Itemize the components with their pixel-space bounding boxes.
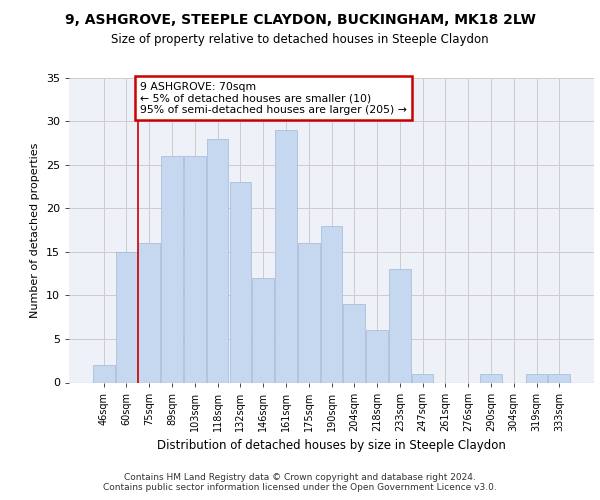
- Bar: [184, 156, 206, 382]
- Text: Contains HM Land Registry data © Crown copyright and database right 2024.
Contai: Contains HM Land Registry data © Crown c…: [103, 473, 497, 492]
- Bar: [116, 252, 137, 382]
- Bar: [548, 374, 570, 382]
- Bar: [230, 182, 251, 382]
- Bar: [343, 304, 365, 382]
- Bar: [526, 374, 547, 382]
- Bar: [93, 365, 115, 382]
- Bar: [253, 278, 274, 382]
- Text: 9, ASHGROVE, STEEPLE CLAYDON, BUCKINGHAM, MK18 2LW: 9, ASHGROVE, STEEPLE CLAYDON, BUCKINGHAM…: [65, 12, 535, 26]
- Bar: [298, 243, 320, 382]
- Text: Size of property relative to detached houses in Steeple Claydon: Size of property relative to detached ho…: [111, 32, 489, 46]
- Bar: [389, 269, 410, 382]
- Bar: [275, 130, 297, 382]
- X-axis label: Distribution of detached houses by size in Steeple Claydon: Distribution of detached houses by size …: [157, 439, 506, 452]
- Bar: [412, 374, 433, 382]
- Bar: [320, 226, 343, 382]
- Bar: [207, 138, 229, 382]
- Bar: [139, 243, 160, 382]
- Text: 9 ASHGROVE: 70sqm
← 5% of detached houses are smaller (10)
95% of semi-detached : 9 ASHGROVE: 70sqm ← 5% of detached house…: [140, 82, 407, 115]
- Y-axis label: Number of detached properties: Number of detached properties: [30, 142, 40, 318]
- Bar: [366, 330, 388, 382]
- Bar: [161, 156, 183, 382]
- Bar: [480, 374, 502, 382]
